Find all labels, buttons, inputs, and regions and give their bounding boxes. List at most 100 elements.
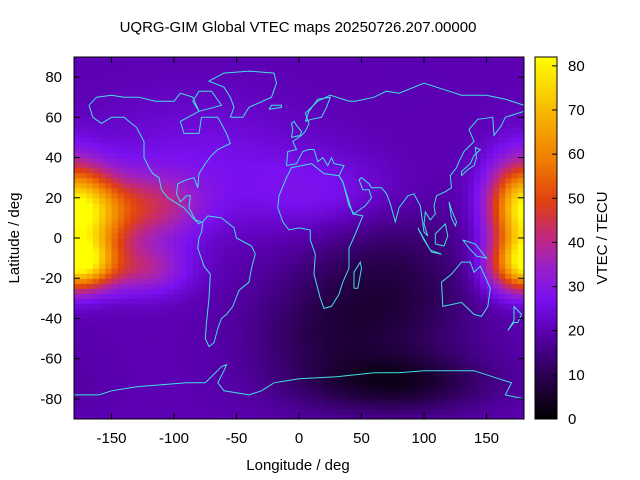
heatmap-cell <box>124 348 131 355</box>
heatmap-cell <box>99 222 106 229</box>
heatmap-cell <box>411 238 419 244</box>
heatmap-cell <box>330 102 338 108</box>
heatmap-cell <box>92 172 100 179</box>
heatmap-cell <box>299 97 306 103</box>
heatmap-cell <box>367 298 375 304</box>
heatmap-cell <box>217 192 225 199</box>
heatmap-cell <box>436 408 444 415</box>
heatmap-cell <box>261 363 269 370</box>
heatmap-cell <box>192 122 200 128</box>
heatmap-cell <box>99 398 106 405</box>
heatmap-cell <box>80 398 88 405</box>
heatmap-cell <box>124 82 131 88</box>
heatmap-cell <box>442 373 450 380</box>
heatmap-cell <box>324 413 331 419</box>
heatmap-cell <box>155 227 163 234</box>
heatmap-cell <box>399 328 406 335</box>
heatmap-cell <box>230 333 238 340</box>
heatmap-cell <box>442 318 450 325</box>
heatmap-cell <box>380 318 388 325</box>
heatmap-cell <box>174 97 181 103</box>
heatmap-cell <box>267 383 275 390</box>
heatmap-cell <box>130 232 138 239</box>
heatmap-cell <box>517 283 524 289</box>
heatmap-cell <box>299 177 306 184</box>
heatmap-cell <box>330 117 338 123</box>
heatmap-cell <box>405 363 413 370</box>
heatmap-cell <box>305 142 313 149</box>
heatmap-cell <box>180 388 188 395</box>
heatmap-cell <box>355 368 363 375</box>
heatmap-cell <box>511 127 519 134</box>
heatmap-cell <box>236 328 244 335</box>
heatmap-cell <box>92 122 100 128</box>
heatmap-cell <box>74 403 81 410</box>
heatmap-cell <box>305 343 313 350</box>
heatmap-cell <box>505 308 513 315</box>
heatmap-cell <box>492 167 500 174</box>
heatmap-cell <box>224 403 231 410</box>
heatmap-cell <box>124 147 131 154</box>
heatmap-cell <box>86 278 94 284</box>
heatmap-cell <box>380 72 388 78</box>
heatmap-cell <box>136 358 144 365</box>
heatmap-cell <box>255 413 263 419</box>
heatmap-cell <box>511 162 519 169</box>
heatmap-cell <box>80 343 88 350</box>
heatmap-cell <box>499 403 506 410</box>
heatmap-cell <box>411 313 419 320</box>
heatmap-cell <box>392 182 400 189</box>
heatmap-cell <box>117 197 125 204</box>
heatmap-cell <box>467 368 475 375</box>
heatmap-cell <box>424 398 431 405</box>
heatmap-cell <box>430 177 438 184</box>
heatmap-cell <box>217 182 225 189</box>
heatmap-cell <box>517 227 524 234</box>
heatmap-cell <box>380 167 388 174</box>
heatmap-cell <box>367 333 375 340</box>
heatmap-cell <box>161 333 169 340</box>
heatmap-cell <box>424 137 431 144</box>
heatmap-cell <box>486 243 494 249</box>
heatmap-cell <box>411 383 419 390</box>
heatmap-cell <box>142 67 150 73</box>
heatmap-cell <box>249 72 256 78</box>
heatmap-cell <box>486 313 494 320</box>
heatmap-cell <box>236 343 244 350</box>
heatmap-cell <box>105 368 113 375</box>
heatmap-cell <box>142 72 150 78</box>
heatmap-cell <box>517 378 524 385</box>
heatmap-cell <box>117 67 125 73</box>
heatmap-cell <box>86 132 94 139</box>
heatmap-cell <box>180 268 188 274</box>
heatmap-cell <box>149 288 156 294</box>
heatmap-cell <box>317 413 325 419</box>
heatmap-cell <box>442 273 450 279</box>
heatmap-cell <box>242 333 250 340</box>
heatmap-cell <box>149 323 156 330</box>
heatmap-cell <box>124 268 131 274</box>
heatmap-cell <box>386 408 394 415</box>
heatmap-cell <box>480 398 488 405</box>
heatmap-cell <box>280 393 288 400</box>
heatmap-cell <box>417 162 425 169</box>
heatmap-cell <box>255 152 263 159</box>
heatmap-cell <box>299 368 306 375</box>
heatmap-cell <box>355 122 363 128</box>
heatmap-cell <box>149 348 156 355</box>
heatmap-cell <box>461 248 469 254</box>
heatmap-cell <box>242 393 250 400</box>
heatmap-cell <box>461 258 469 264</box>
heatmap-cell <box>449 142 456 149</box>
heatmap-cell <box>299 258 306 264</box>
heatmap-cell <box>267 298 275 304</box>
heatmap-cell <box>292 408 300 415</box>
heatmap-cell <box>474 77 481 83</box>
heatmap-cell <box>136 263 144 269</box>
heatmap-cell <box>130 258 138 264</box>
heatmap-cell <box>411 258 419 264</box>
heatmap-cell <box>505 273 513 279</box>
heatmap-cell <box>255 308 263 315</box>
heatmap-cell <box>311 152 319 159</box>
heatmap-cell <box>242 323 250 330</box>
